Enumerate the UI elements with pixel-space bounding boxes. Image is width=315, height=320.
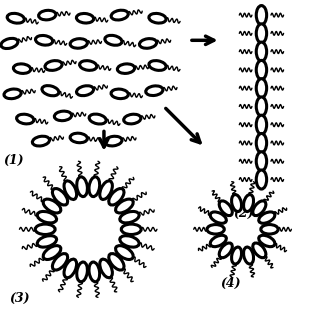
Ellipse shape — [89, 262, 100, 282]
Ellipse shape — [54, 111, 72, 121]
Ellipse shape — [256, 24, 266, 43]
Ellipse shape — [37, 212, 57, 223]
Ellipse shape — [243, 247, 254, 264]
Ellipse shape — [232, 195, 242, 212]
Ellipse shape — [7, 13, 24, 23]
Ellipse shape — [100, 181, 112, 199]
Ellipse shape — [116, 199, 133, 213]
Ellipse shape — [52, 188, 68, 205]
Ellipse shape — [17, 114, 34, 124]
Ellipse shape — [121, 224, 141, 235]
Ellipse shape — [259, 235, 275, 247]
Ellipse shape — [89, 177, 100, 196]
Ellipse shape — [256, 60, 266, 79]
Ellipse shape — [36, 36, 53, 45]
Ellipse shape — [256, 5, 266, 25]
Ellipse shape — [120, 212, 139, 223]
Ellipse shape — [256, 42, 266, 61]
Ellipse shape — [39, 10, 56, 20]
Ellipse shape — [116, 246, 133, 260]
Ellipse shape — [77, 13, 94, 23]
Ellipse shape — [64, 181, 77, 199]
Ellipse shape — [64, 259, 77, 278]
Ellipse shape — [256, 79, 266, 98]
Ellipse shape — [232, 247, 242, 264]
Ellipse shape — [146, 86, 163, 96]
Ellipse shape — [80, 61, 97, 70]
Ellipse shape — [140, 39, 157, 48]
Ellipse shape — [105, 35, 122, 45]
Ellipse shape — [256, 133, 266, 153]
Ellipse shape — [43, 246, 61, 260]
Ellipse shape — [149, 60, 166, 70]
Ellipse shape — [43, 199, 61, 213]
Text: (4): (4) — [220, 276, 241, 290]
Ellipse shape — [124, 114, 141, 124]
Ellipse shape — [256, 152, 266, 171]
Ellipse shape — [77, 262, 87, 282]
Ellipse shape — [14, 64, 31, 73]
Ellipse shape — [52, 253, 68, 270]
Ellipse shape — [243, 195, 254, 212]
Ellipse shape — [253, 201, 266, 216]
Ellipse shape — [111, 89, 128, 99]
Ellipse shape — [4, 89, 21, 99]
Ellipse shape — [256, 97, 266, 116]
Ellipse shape — [111, 10, 128, 20]
Ellipse shape — [149, 13, 166, 23]
Ellipse shape — [100, 259, 112, 278]
Text: (1): (1) — [3, 154, 24, 167]
Ellipse shape — [89, 114, 106, 124]
Ellipse shape — [261, 225, 278, 234]
Text: (3): (3) — [9, 292, 30, 305]
Ellipse shape — [253, 243, 266, 258]
Ellipse shape — [77, 86, 94, 96]
Ellipse shape — [207, 225, 224, 234]
Ellipse shape — [35, 224, 55, 235]
Ellipse shape — [117, 64, 135, 73]
Ellipse shape — [210, 235, 226, 247]
Ellipse shape — [210, 212, 226, 223]
Ellipse shape — [70, 39, 87, 48]
Ellipse shape — [256, 115, 266, 134]
Ellipse shape — [70, 133, 87, 143]
Ellipse shape — [259, 212, 275, 223]
Ellipse shape — [219, 243, 232, 258]
Ellipse shape — [45, 60, 62, 70]
Ellipse shape — [1, 38, 18, 49]
Ellipse shape — [256, 170, 266, 189]
Ellipse shape — [109, 188, 124, 205]
Ellipse shape — [120, 236, 139, 247]
Ellipse shape — [109, 253, 124, 270]
Text: (2): (2) — [233, 207, 254, 220]
Ellipse shape — [37, 236, 57, 247]
Ellipse shape — [105, 136, 122, 146]
Ellipse shape — [219, 201, 232, 216]
Ellipse shape — [42, 86, 59, 96]
Ellipse shape — [77, 177, 87, 196]
Ellipse shape — [32, 136, 49, 146]
